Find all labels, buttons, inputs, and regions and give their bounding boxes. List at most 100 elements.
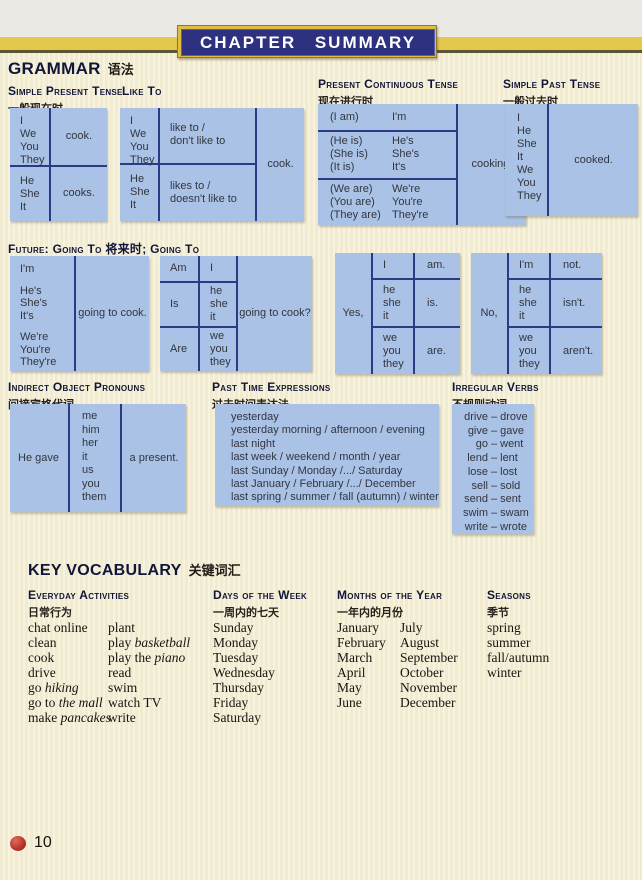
table-present-continuous: (I am) I'm (He is) (She is) (It is) He's… [318,104,526,225]
table-indirect-object: He gave me him her it us you them a pres… [10,404,186,512]
pt-item: last Sunday / Monday /.../ Saturday [231,464,403,477]
spast-pronouns: I He She It We You They [505,104,549,216]
iv-row: drive – drove [464,411,528,423]
fs-group-2: He's She's It's [20,284,48,322]
iv-row: sell – sold [471,479,521,492]
season-item: winter [487,665,522,680]
vocab-item: swim [108,680,138,695]
month-item: February [337,635,386,650]
yes-subj-3: we you they [373,328,415,374]
grammar-section-title: GRAMMAR 语法 [8,59,134,79]
io-object: a present. [129,451,179,464]
no-subj-2: he she it [509,280,551,326]
fq-aux-1: Am [160,256,200,281]
page-number: 10 [34,834,52,851]
pt-item: last week / weekend / month / year [231,451,401,464]
pc-contraction-1: I'm [392,110,407,123]
fq-subj-3: we you they [210,330,231,368]
iv-row: write – wrote [464,520,528,533]
vocab-item: watch TV [108,695,162,710]
key-vocabulary-title: KEY VOCABULARY 关键词汇 [28,560,241,580]
no-verb-2: isn't. [563,296,586,309]
month-item: March [337,650,373,665]
vocab-item: drive [28,665,56,680]
month-item: November [400,680,457,695]
months-list-col1: January February March April May June [337,620,386,710]
lt-pronouns-2: He She It [120,164,160,221]
page-number-dot-icon [10,835,26,851]
iv-row: give – gave [467,424,524,437]
season-item: fall/autumn [487,650,550,665]
pc-verb: cooking. [471,158,513,170]
iv-row: lose – lost [467,465,518,478]
no-subj-3: we you they [509,328,551,374]
heading-months-of-year: Months of the Year 一年内的月份 [337,588,443,619]
heading-everyday-activities: Everyday Activities 日常行为 [28,588,130,619]
lt-form-1: like to / don't like to [170,122,226,148]
month-item: October [400,665,444,680]
vocab-item: cook [28,650,55,665]
pc-full-2: (He is) (She is) (It is) [330,135,368,174]
month-item: April [337,665,366,680]
no-right-region: I'm not. he she it isn't. we you they ar… [509,253,602,374]
everyday-list-col2: plant play basketball play the piano rea… [108,620,190,725]
heading-days-of-week: Days of the Week 一周内的七天 [213,588,308,619]
vocab-item: read [108,665,132,680]
yes-subj-1: I [373,253,415,278]
sp-verb-1: cook. [65,129,92,142]
everyday-list-col1: chat online clean cook drive go hiking g… [28,620,111,725]
sp-verb-2: cooks. [62,187,95,200]
vocab-item: make pancakes [28,710,111,725]
iv-row: swim – swam [462,506,529,519]
fs-verb: going to cook. [78,307,147,319]
fq-aux-3: Are [160,328,200,371]
vocab-item: play basketball [108,635,191,650]
io-subject: He gave [18,451,59,464]
table-short-answer-no: No, I'm not. he she it isn't. we you the… [471,253,602,374]
table-simple-past: I He She It We You They cooked. [505,104,638,216]
table-future-question: Am I Is he she it Are we you they going … [160,256,312,371]
pt-item: last night [231,437,276,450]
day-item: Saturday [213,710,261,725]
pc-full-3: (We are) (You are) (They are) [330,182,381,221]
lt-form-2: likes to / doesn't like to [170,179,237,205]
banner-title: CHAPTER SUMMARY [199,32,417,52]
fs-group-1: I'm [20,263,35,275]
pt-item: last January / February /.../ December [231,478,416,491]
vocab-item: clean [28,635,57,650]
heading-seasons: Seasons 季节 [487,588,531,619]
seasons-list: spring summer fall/autumn winter [487,620,549,680]
yes-subj-2: he she it [373,280,415,326]
no-verb-3: aren't. [563,344,594,357]
page-footer: 10 [10,834,52,852]
month-item: December [400,695,456,710]
day-item: Thursday [213,680,264,695]
pc-left-region: (I am) I'm (He is) (She is) (It is) He's… [318,104,456,225]
fs-group-3: We're You're They're [20,331,57,368]
no-verb-1: not. [563,259,582,271]
fq-subj-1: I [210,262,214,274]
table-short-answer-yes: Yes, I am. he she it is. we you they are… [335,253,460,374]
no-lead: No, [480,307,498,319]
table-irregular-verbs: drive – drove give – gave go – went lend – lent … [452,404,534,534]
day-item: Friday [213,695,249,710]
sp-pronouns-2: He She It [10,166,51,221]
spast-verb: cooked. [574,153,613,166]
day-item: Tuesday [213,650,259,665]
table-simple-present: I We You They cook. He She It cooks. [10,108,107,221]
day-item: Monday [213,635,258,650]
vocab-item: chat online [28,620,88,635]
month-item: August [400,635,440,650]
fq-aux-2: Is [160,283,200,326]
iv-row: go – went [475,438,524,451]
pc-full-1: (I am) [330,110,359,123]
season-item: summer [487,635,531,650]
month-item: May [337,680,362,695]
fq-verb: going to cook? [239,307,311,319]
season-item: spring [487,620,521,635]
month-item: June [337,695,362,710]
month-item: July [400,620,423,635]
iv-row: send – sent [464,493,521,506]
fq-left-region: Am I Is he she it Are we you they [160,256,236,371]
